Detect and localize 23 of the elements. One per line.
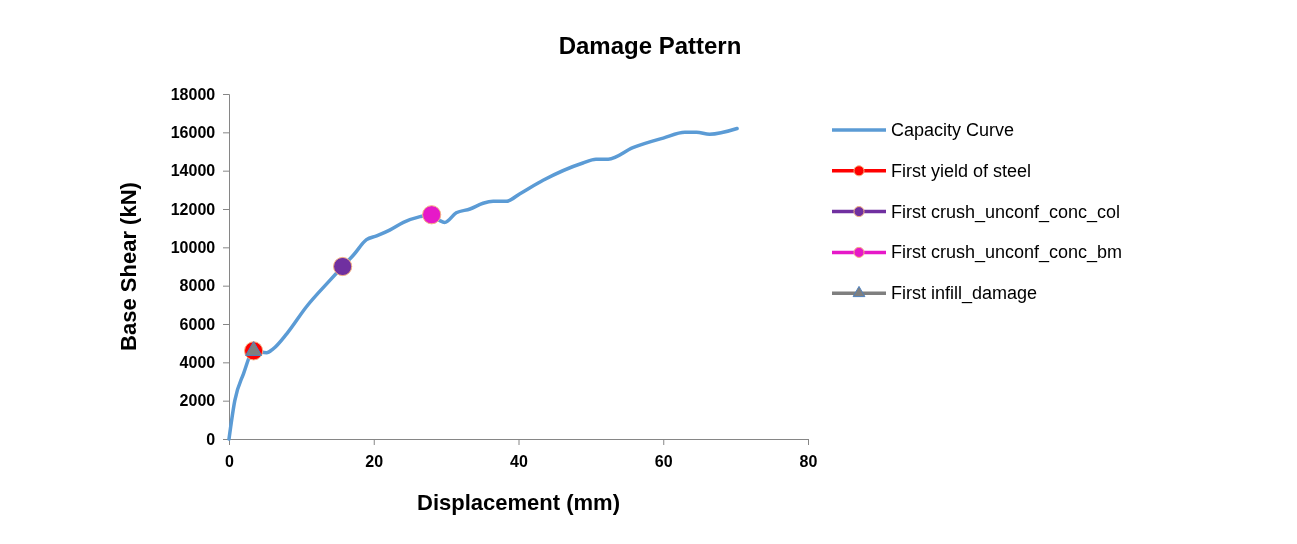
legend-label: First crush_unconf_conc_col [891,201,1121,223]
x-axis-title: Displacement (mm) [417,490,620,515]
x-tick-label: 80 [799,453,818,471]
y-tick-label: 2000 [179,392,216,410]
y-tick-label: 8000 [179,277,216,295]
chart-title: Damage Pattern [558,32,742,59]
legend-label: First yield of steel [891,160,1032,181]
y-tick-label: 10000 [170,238,216,256]
y-tick-label: 4000 [179,353,216,371]
x-tick-label: 60 [654,453,673,471]
y-tick-label: 0 [206,430,216,448]
legend-label: First crush_unconf_conc_bm [891,242,1123,264]
y-tick-label: 18000 [170,85,216,103]
x-tick-label: 40 [510,453,528,471]
y-tick-label: 16000 [170,123,216,141]
y-tick-label: 6000 [179,315,216,333]
y-tick-label: 14000 [170,162,216,180]
legend-label: First infill_damage [891,283,1038,305]
y-axis-title: Base Shear (kN) [116,182,141,351]
x-tick-label: 20 [365,453,384,471]
y-tick-label: 12000 [170,200,216,218]
legend-label: Capacity Curve [891,120,1015,140]
x-tick-label: 0 [225,453,235,471]
